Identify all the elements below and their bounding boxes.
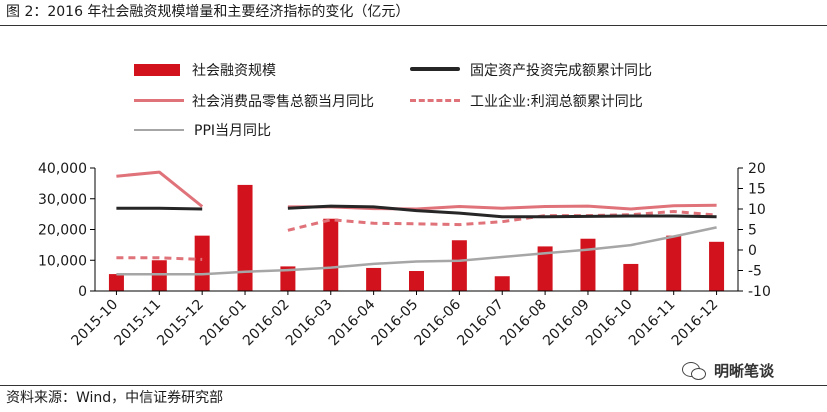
fixed-asset-line <box>116 206 203 211</box>
legend-label-ppi: PPI当月同比 <box>194 123 272 139</box>
legend-label-financing: 社会融资规模 <box>192 63 276 79</box>
x-tick-label: 2016-11 <box>626 297 679 350</box>
bar <box>623 263 639 291</box>
right-tick-label: 15 <box>748 182 766 198</box>
bar <box>323 218 339 291</box>
legend-swatch-profit <box>410 99 460 102</box>
legend-label-fixed-asset: 固定资产投资完成额累计同比 <box>470 63 652 79</box>
bar <box>366 267 382 291</box>
bar <box>194 235 210 291</box>
right-tick-label: 10 <box>748 202 766 218</box>
left-tick-label: 20,000 <box>38 223 87 239</box>
x-tick-label: 2016-09 <box>540 297 593 350</box>
ppi-line <box>116 226 717 276</box>
x-tick-label: 2016-03 <box>283 297 336 350</box>
x-tick-label: 2015-12 <box>154 297 207 350</box>
legend-swatch-retail <box>134 99 184 102</box>
legend-item-financing: 社会融资规模 <box>134 62 276 80</box>
retail-sales-line <box>116 170 204 208</box>
bar <box>237 184 253 291</box>
bar <box>666 235 682 291</box>
bar <box>108 274 124 291</box>
legend-item-ppi: PPI当月同比 <box>134 122 271 140</box>
left-tick-label: 10,000 <box>38 253 87 269</box>
bar <box>494 276 510 291</box>
legend-item-retail: 社会消费品零售总额当月同比 <box>134 93 374 111</box>
bottom-rule <box>0 385 827 386</box>
legend-item-fixed-asset: 固定资产投资完成额累计同比 <box>410 62 652 80</box>
right-tick-label: 0 <box>748 243 757 259</box>
top-rule <box>0 25 827 26</box>
legend-swatch-fixed-asset <box>410 67 460 71</box>
legend-swatch-bar <box>134 64 180 76</box>
bar <box>151 260 167 291</box>
x-tick-label: 2015-10 <box>69 297 122 350</box>
right-tick-label: -10 <box>748 284 771 300</box>
source-note: 资料来源：Wind，中信证券研究部 <box>6 390 224 406</box>
left-tick-label: 40,000 <box>38 161 87 177</box>
x-tick-label: 2016-12 <box>669 297 722 350</box>
x-tick-label: 2016-05 <box>369 297 422 350</box>
x-tick-label: 2016-07 <box>454 297 507 350</box>
fixed-asset-line <box>287 204 717 219</box>
bar <box>537 246 553 291</box>
x-tick-label: 2016-06 <box>412 296 465 349</box>
industrial-profit-line <box>287 210 717 232</box>
legend-label-retail: 社会消费品零售总额当月同比 <box>192 94 374 110</box>
x-tick-label: 2016-08 <box>497 297 550 350</box>
bar <box>409 271 424 291</box>
bar <box>451 240 467 291</box>
bar <box>580 238 596 291</box>
x-tick-label: 2016-04 <box>326 296 379 349</box>
right-tick-label: 20 <box>748 161 766 177</box>
right-tick-label: 5 <box>748 223 757 239</box>
brand-logo: 明晰笔谈 <box>682 360 774 381</box>
legend-label-profit: 工业企业:利润总额累计同比 <box>470 94 643 110</box>
bar <box>709 241 725 291</box>
x-tick-label: 2015-11 <box>111 297 164 350</box>
industrial-profit-line <box>116 256 203 261</box>
left-tick-label: 30,000 <box>38 192 87 208</box>
bar <box>280 266 296 291</box>
x-tick-label: 2016-01 <box>197 297 250 350</box>
wechat-icon <box>682 361 708 380</box>
chart-title: 图 2：2016 年社会融资规模增量和主要经济指标的变化（亿元） <box>6 4 410 20</box>
legend-item-profit: 工业企业:利润总额累计同比 <box>410 93 643 111</box>
x-tick-label: 2016-02 <box>240 297 293 350</box>
left-tick-label: 0 <box>78 284 87 300</box>
brand-name: 明晰笔谈 <box>714 362 775 380</box>
x-tick-label: 2016-10 <box>583 297 636 350</box>
legend-swatch-ppi <box>134 129 184 131</box>
right-tick-label: -5 <box>748 264 762 280</box>
